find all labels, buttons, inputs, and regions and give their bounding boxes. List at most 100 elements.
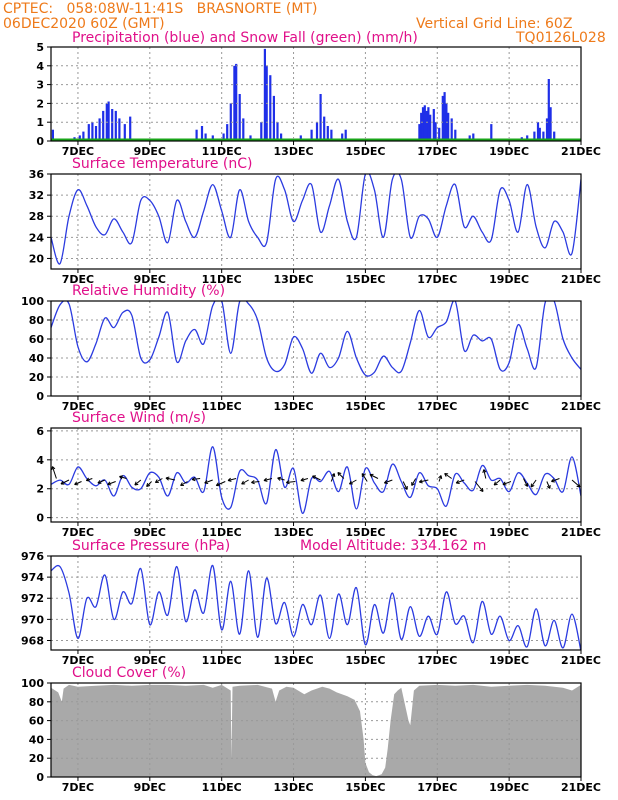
- wind-arrow: [418, 479, 429, 484]
- x-tick-label: 21DEC: [561, 781, 601, 794]
- plot-frame: [50, 682, 582, 778]
- wind-arrow-shaft: [204, 479, 213, 484]
- series-line: [51, 174, 581, 265]
- y-tick-label: 20: [29, 752, 45, 765]
- wind-arrow-head: [227, 480, 232, 482]
- x-tick-label: 7DEC: [62, 781, 94, 794]
- wind-arrow: [369, 473, 379, 479]
- y-tick-label: 60: [29, 333, 45, 346]
- precip-bar: [323, 116, 326, 141]
- panel-5: 0 20 40 60 80 100 7DEC 9DEC 11DEC 13DEC 15DEC 17DEC…: [21, 665, 601, 794]
- wind-arrow: [119, 475, 127, 480]
- x-tick-label: 17DEC: [417, 145, 457, 158]
- wind-arrow-shaft: [180, 481, 188, 486]
- wind-arrow: [530, 479, 537, 488]
- wind-arrow-shaft: [312, 475, 321, 481]
- wind-arrow: [571, 479, 581, 488]
- wind-arrow-head: [251, 482, 255, 485]
- precip-bar: [425, 110, 428, 141]
- wind-arrow-head: [337, 472, 340, 476]
- panel-1: 20 24 28 32 36 7DEC 9DEC 11DEC 13DEC 15DEC 17DEC 19…: [29, 156, 601, 286]
- precip-bar: [242, 118, 245, 141]
- wind-arrow: [97, 479, 106, 484]
- precip-bar: [427, 107, 430, 141]
- x-tick-label: 13DEC: [274, 526, 314, 539]
- x-tick-label: 17DEC: [417, 526, 457, 539]
- precip-bar: [226, 124, 229, 141]
- plot-frame: [50, 427, 582, 523]
- precip-bar: [204, 133, 207, 141]
- x-tick-label: 9DEC: [134, 654, 166, 667]
- x-tick-label: 19DEC: [489, 145, 529, 158]
- wind-arrow-shaft: [474, 481, 484, 492]
- wind-arrow-head: [146, 485, 151, 487]
- precip-bar: [420, 112, 423, 141]
- y-tick-label: 970: [21, 613, 44, 626]
- wind-arrow: [493, 479, 501, 486]
- wind-arrow: [165, 476, 176, 481]
- plot-frame: [50, 555, 582, 651]
- y-tick-label: 0: [36, 771, 44, 784]
- precip-bar: [545, 118, 549, 141]
- precip-bar: [341, 133, 344, 141]
- wind-arrow-shaft: [107, 481, 116, 485]
- precip-bar: [114, 110, 117, 141]
- wind-arrow: [51, 466, 57, 479]
- wind-arrow: [107, 481, 116, 486]
- wind-arrow: [204, 479, 213, 484]
- wind-arrow-shaft: [51, 466, 57, 479]
- wind-arrow-shaft: [97, 479, 106, 484]
- precip-bar: [319, 94, 322, 141]
- wind-arrow: [74, 481, 82, 486]
- wind-arrow-shaft: [74, 481, 82, 485]
- y-tick-label: 6: [36, 425, 44, 438]
- wind-arrow-shaft: [551, 478, 560, 482]
- wind-arrow-shaft: [146, 481, 152, 487]
- y-tick-label: 20: [29, 252, 45, 265]
- x-tick-label: 11DEC: [202, 400, 242, 413]
- x-tick-label: 19DEC: [489, 400, 529, 413]
- precip-bar: [276, 122, 279, 141]
- x-tick-label: 9DEC: [134, 273, 166, 286]
- wind-arrow-head: [444, 473, 447, 477]
- wind-arrow: [241, 479, 249, 485]
- x-tick-label: 11DEC: [202, 781, 242, 794]
- y-tick-label: 20: [29, 371, 45, 384]
- precip-bar: [434, 122, 437, 141]
- y-tick-label: 974: [21, 571, 44, 584]
- wind-arrow-shaft: [384, 479, 393, 484]
- precip-bar: [429, 114, 432, 141]
- wind-arrow-shaft: [86, 478, 93, 481]
- wind-arrow-shaft: [241, 479, 249, 485]
- series-line: [51, 301, 581, 377]
- precip-bar: [263, 48, 266, 141]
- precip-bar: [450, 118, 453, 141]
- wind-arrow-shaft: [571, 479, 581, 488]
- x-tick-label: 11DEC: [202, 654, 242, 667]
- header-model-code: TQ0126L028: [516, 30, 606, 46]
- wind-arrow: [180, 481, 188, 486]
- wind-arrow: [134, 479, 142, 486]
- wind-arrow-head: [312, 475, 315, 480]
- panel-title: Surface Temperature (nC): [72, 156, 253, 172]
- wind-arrow-head: [51, 466, 53, 471]
- wind-arrow: [191, 477, 201, 482]
- precip-bar: [222, 133, 225, 141]
- wind-arrow-shaft: [438, 475, 442, 482]
- x-tick-label: 17DEC: [417, 781, 457, 794]
- wind-arrow-shaft: [349, 479, 357, 485]
- wind-arrow-head: [331, 473, 335, 477]
- precip-bar: [272, 95, 275, 141]
- y-tick-label: 80: [29, 696, 45, 709]
- wind-arrow-shaft: [286, 481, 296, 483]
- panel-annotation: Model Altitude: 334.162 m: [300, 538, 486, 554]
- precip-bar: [542, 131, 545, 141]
- precip-bar: [423, 105, 426, 141]
- wind-arrow-shaft: [155, 478, 163, 483]
- x-tick-label: 19DEC: [489, 781, 529, 794]
- precip-bar: [78, 135, 81, 141]
- wind-arrow: [277, 476, 285, 481]
- x-tick-label: 15DEC: [345, 781, 385, 794]
- wind-arrow: [438, 475, 443, 482]
- y-tick-label: 60: [29, 715, 45, 728]
